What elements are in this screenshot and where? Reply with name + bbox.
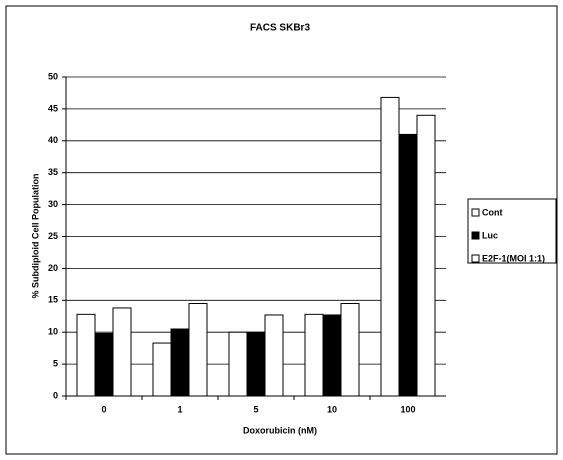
y-tick-label: 45 bbox=[48, 103, 58, 113]
y-tick-label: 40 bbox=[48, 135, 58, 145]
bar bbox=[304, 313, 324, 397]
y-tick-label: 20 bbox=[48, 263, 58, 273]
bar bbox=[228, 331, 248, 397]
bar bbox=[152, 342, 172, 397]
bar bbox=[380, 96, 400, 397]
legend-label: Cont bbox=[482, 207, 503, 217]
bar bbox=[246, 331, 266, 397]
y-tick-label: 25 bbox=[48, 231, 58, 241]
y-tick-label: 5 bbox=[53, 358, 58, 368]
legend-label: E2F-1(MOI 1:1) bbox=[482, 253, 545, 263]
x-tick-label: 100 bbox=[400, 404, 415, 414]
bar bbox=[340, 302, 360, 397]
y-tick-label: 30 bbox=[48, 199, 58, 209]
y-tick-label: 35 bbox=[48, 167, 58, 177]
x-tick-label: 5 bbox=[253, 404, 258, 414]
bar bbox=[112, 307, 132, 397]
bar bbox=[264, 314, 284, 397]
legend-swatch bbox=[471, 208, 480, 217]
x-tick-label: 0 bbox=[101, 404, 106, 414]
x-tick-label: 10 bbox=[327, 404, 337, 414]
legend-label: Luc bbox=[482, 230, 498, 240]
bar bbox=[188, 302, 208, 397]
y-tick-label: 0 bbox=[53, 390, 58, 400]
y-axis-label: % Subdiploid Cell Population bbox=[30, 174, 40, 299]
x-tick-label: 1 bbox=[177, 404, 182, 414]
legend-swatch bbox=[471, 231, 480, 240]
legend-swatch bbox=[471, 254, 480, 263]
bar bbox=[416, 114, 436, 397]
bar bbox=[76, 313, 96, 397]
legend-box bbox=[467, 198, 557, 264]
bar bbox=[94, 332, 114, 397]
y-tick-label: 50 bbox=[48, 71, 58, 81]
chart-title: FACS SKBr3 bbox=[250, 23, 310, 34]
bar bbox=[170, 328, 190, 397]
y-tick-label: 15 bbox=[48, 295, 58, 305]
y-tick-label: 10 bbox=[48, 327, 58, 337]
bar bbox=[398, 133, 418, 397]
x-axis-label: Doxorubicin (nM) bbox=[243, 425, 317, 435]
bar bbox=[322, 314, 342, 397]
